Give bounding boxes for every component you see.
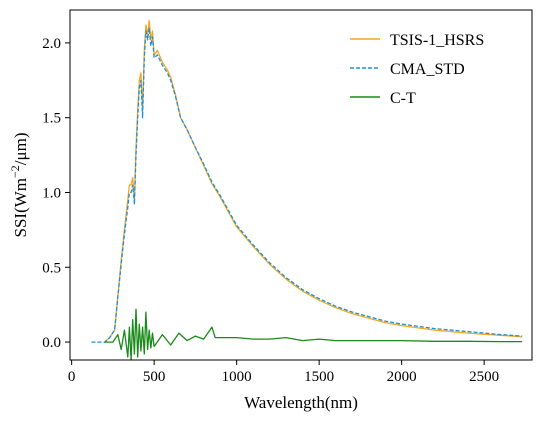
x-tick-label: 1000: [222, 369, 252, 385]
x-tick-label: 1500: [304, 369, 334, 385]
y-axis-title-superscript: −2: [8, 165, 22, 178]
y-axis-title-tail: /μm): [11, 132, 30, 165]
legend-label-cma: CMA_STD: [390, 61, 465, 78]
series-line-c-t: [104, 308, 523, 361]
legend-label-ct: C-T: [390, 90, 416, 107]
y-tick-label: 1.5: [42, 111, 61, 127]
x-axis-title: Wavelength(nm): [244, 393, 358, 412]
y-axis-ticks: 0.0 0.5 1.0 1.5 2.0: [42, 36, 70, 351]
y-tick-label: 0.0: [42, 335, 61, 351]
y-tick-label: 1.0: [42, 185, 61, 201]
x-tick-label: 2500: [469, 369, 499, 385]
y-tick-label: 2.0: [42, 36, 61, 52]
x-tick-label: 0: [68, 369, 76, 385]
series-line-cma-std: [91, 27, 523, 343]
legend: TSIS-1_HSRS CMA_STD C-T: [350, 32, 484, 107]
x-axis-ticks: 0 500 1000 1500 2000 2500: [68, 360, 499, 385]
plot-frame: [69, 9, 533, 361]
plot-lines: [91, 19, 523, 361]
y-tick-label: 0.5: [42, 260, 61, 276]
series-line-tsis-1-hsrs: [104, 19, 523, 343]
x-tick-label: 2000: [387, 369, 417, 385]
y-axis-title-main: SSI(Wm: [11, 178, 30, 238]
y-axis-title: SSI(Wm−2/μm): [8, 132, 30, 237]
legend-label-tsis: TSIS-1_HSRS: [390, 32, 484, 49]
x-tick-label: 500: [143, 369, 166, 385]
